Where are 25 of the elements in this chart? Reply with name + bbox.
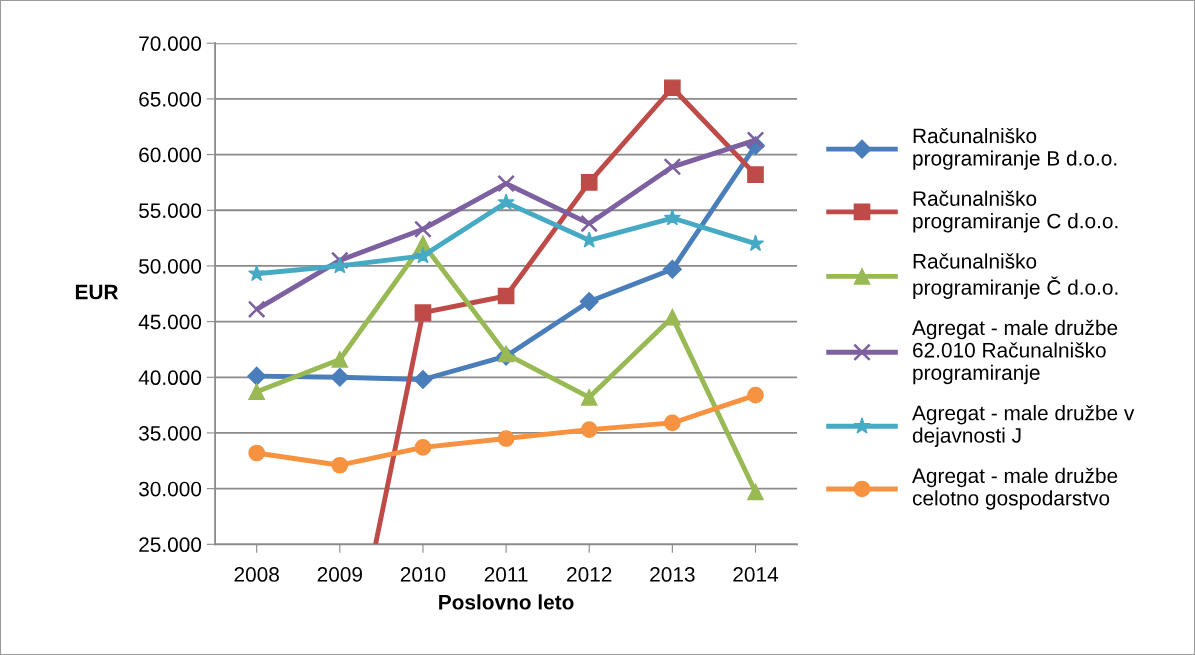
legend-label: Računalniško programiranje B d.o.o. (913, 127, 1117, 170)
y-tick-label: 60.000 (139, 147, 202, 163)
legend-label: Računalniško programiranje Č d.o.o. (913, 253, 1118, 299)
y-tick-label: 70.000 (139, 36, 202, 51)
y-tick-label: 50.000 (139, 258, 202, 274)
x-tick-label: 2014 (733, 567, 779, 582)
y-axis-title: EUR (75, 284, 119, 300)
y-tick-label: 45.000 (138, 314, 202, 330)
legend-label: Agregat - male družbe celotno gospodarstvo (912, 467, 1118, 510)
legend-label: Agregat - male družbe v dejavnosti J (912, 404, 1135, 447)
y-tick-label: 55.000 (139, 203, 202, 219)
y-tick-label: 35.000 (138, 425, 202, 441)
y-tick-label: 30.000 (138, 481, 202, 497)
x-tick-label: 2008 (234, 567, 279, 582)
legend-label: Agregat - male družbe 62.010 Računalniško programiranje (912, 319, 1118, 385)
x-tick-label: 2013 (650, 567, 695, 582)
x-tick-label: 2009 (317, 567, 362, 582)
x-tick-label: 2012 (567, 567, 612, 582)
y-tick-label: 25.000 (139, 537, 202, 553)
y-tick-label: 65.000 (139, 91, 202, 107)
legend-label: Računalniško programiranje C d.o.o. (913, 190, 1118, 233)
x-tick-label: 2011 (484, 567, 528, 582)
x-tick-label: 2010 (400, 567, 446, 582)
x-axis-title: Poslovno leto (439, 594, 574, 610)
y-tick-label: 40.000 (138, 370, 202, 386)
